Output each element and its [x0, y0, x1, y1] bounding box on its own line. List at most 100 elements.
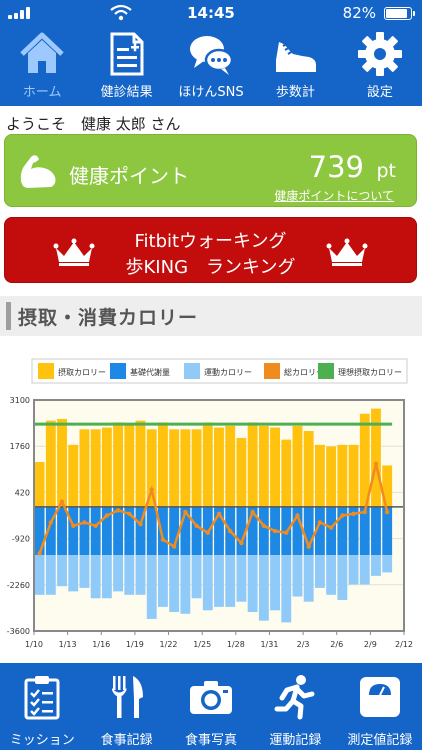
legend-label: 理想摂取カロリー: [338, 367, 402, 377]
nav-checkup-results[interactable]: 健診結果: [84, 26, 168, 106]
exercise-bar: [101, 555, 112, 599]
intake-bar: [382, 465, 393, 507]
exercise-bar: [169, 555, 180, 613]
basal-bar: [214, 506, 224, 556]
basal-bar: [135, 506, 146, 556]
health-points-label: 健康ポイント: [69, 164, 189, 188]
nav-home[interactable]: ホーム: [0, 26, 84, 106]
intake-bar: [348, 444, 359, 507]
fitbit-banner-line1: Fitbitウォーキング: [134, 231, 287, 252]
total-calorie-point: [71, 523, 76, 529]
intake-bar: [258, 425, 269, 507]
nav-mission[interactable]: ミッション: [0, 663, 84, 750]
intake-bar: [113, 422, 124, 507]
health-points-card[interactable]: 健康ポイント 739 pt 健康ポイントについて: [4, 134, 417, 207]
legend-label: 基礎代謝量: [130, 367, 170, 377]
x-tick-label: 2/3: [297, 640, 310, 649]
x-tick-label: 1/16: [92, 640, 110, 649]
intake-bar: [225, 425, 236, 507]
exercise-bar: [45, 555, 56, 595]
x-tick-label: 2/6: [330, 640, 343, 649]
nav-sns-label: ほけんSNS: [178, 85, 244, 100]
section-title: 摂取・消費カロリー: [18, 307, 199, 329]
legend-label: 運動カロリー: [204, 368, 252, 377]
basal-bar: [45, 506, 56, 556]
total-calorie-point: [183, 509, 188, 515]
basal-bar: [34, 506, 45, 556]
battery-icon: [384, 7, 415, 20]
x-tick-label: 2/12: [395, 640, 413, 649]
y-tick-label: 420: [15, 488, 30, 497]
exercise-bar: [236, 555, 247, 602]
exercise-bar: [135, 555, 146, 595]
basal-bar: [180, 506, 191, 556]
chart-legend: [31, 358, 408, 384]
total-calorie-point: [228, 528, 233, 534]
exercise-bar: [371, 555, 381, 576]
welcome-text: ようこそ 健康 太郎 さん: [6, 115, 181, 133]
exercise-bar: [247, 555, 258, 613]
health-points-about-link[interactable]: 健康ポイントについて: [274, 189, 394, 203]
basal-bar: [101, 506, 112, 556]
nav-hoken-sns[interactable]: ほけんSNS: [169, 26, 253, 106]
exercise-bar: [270, 555, 280, 611]
exercise-bar: [303, 555, 314, 602]
total-calorie-point: [127, 511, 132, 516]
y-tick-label: -3600: [7, 627, 30, 636]
intake-bar: [270, 427, 280, 507]
total-calorie-point: [340, 513, 345, 518]
y-tick-label: 3100: [10, 396, 30, 405]
gear-icon: [357, 32, 402, 76]
wifi-icon: [110, 4, 132, 21]
fitbit-banner-line2: 歩KING ランキング: [125, 257, 296, 278]
runner-icon: [274, 675, 315, 720]
nav-meal-record[interactable]: 食事記録: [84, 663, 168, 750]
intake-bar: [34, 462, 45, 507]
legend-swatch: [38, 363, 54, 379]
exercise-bar: [57, 555, 67, 587]
intake-bar: [191, 429, 202, 507]
nav-meal-record-label: 食事記録: [100, 733, 153, 748]
bottom-nav: ミッション 食事記録 食事写真: [0, 663, 422, 750]
nav-measurement-label: 測定値記録: [347, 733, 413, 748]
intake-bar: [101, 427, 112, 507]
total-calorie-point: [284, 530, 289, 535]
fork-knife-icon: [111, 676, 143, 718]
exercise-bar: [292, 555, 303, 597]
exercise-bar: [359, 555, 370, 585]
exercise-bar: [90, 555, 101, 599]
intake-bar: [68, 444, 79, 507]
intake-bar: [202, 422, 213, 507]
nav-meal-photo[interactable]: 食事写真: [169, 663, 253, 750]
nav-measurement-record[interactable]: 測定値記録: [338, 663, 422, 750]
intake-bar: [281, 439, 292, 507]
nav-pedometer[interactable]: 歩数計: [253, 26, 337, 106]
exercise-bar: [326, 555, 337, 595]
total-calorie-point: [328, 525, 334, 530]
intake-bar: [169, 429, 180, 507]
exercise-bar: [382, 555, 393, 573]
x-tick-label: 1/19: [126, 640, 144, 649]
total-calorie-point: [115, 508, 121, 513]
scale-icon: [359, 677, 400, 717]
total-calorie-point: [59, 499, 65, 504]
intake-bar: [292, 425, 303, 507]
basal-bar: [359, 506, 370, 556]
basal-bar: [337, 506, 348, 556]
exercise-bar: [146, 555, 157, 619]
basal-bar: [90, 506, 101, 556]
nav-settings[interactable]: 設定: [338, 26, 422, 106]
basal-bar: [326, 506, 337, 556]
intake-bar: [90, 429, 101, 507]
basal-bar: [292, 506, 303, 556]
nav-exercise-record[interactable]: 運動記録: [253, 663, 337, 750]
total-calorie-point: [261, 523, 267, 529]
fitbit-ranking-banner[interactable]: Fitbitウォーキング 歩KING ランキング: [4, 217, 417, 283]
basal-bar: [371, 506, 381, 556]
exercise-bar: [79, 555, 90, 588]
legend-label: 摂取カロリー: [58, 367, 106, 377]
nav-checkup-label: 健診結果: [100, 85, 153, 100]
basal-bar: [258, 506, 269, 556]
crown-icon: [326, 238, 368, 266]
